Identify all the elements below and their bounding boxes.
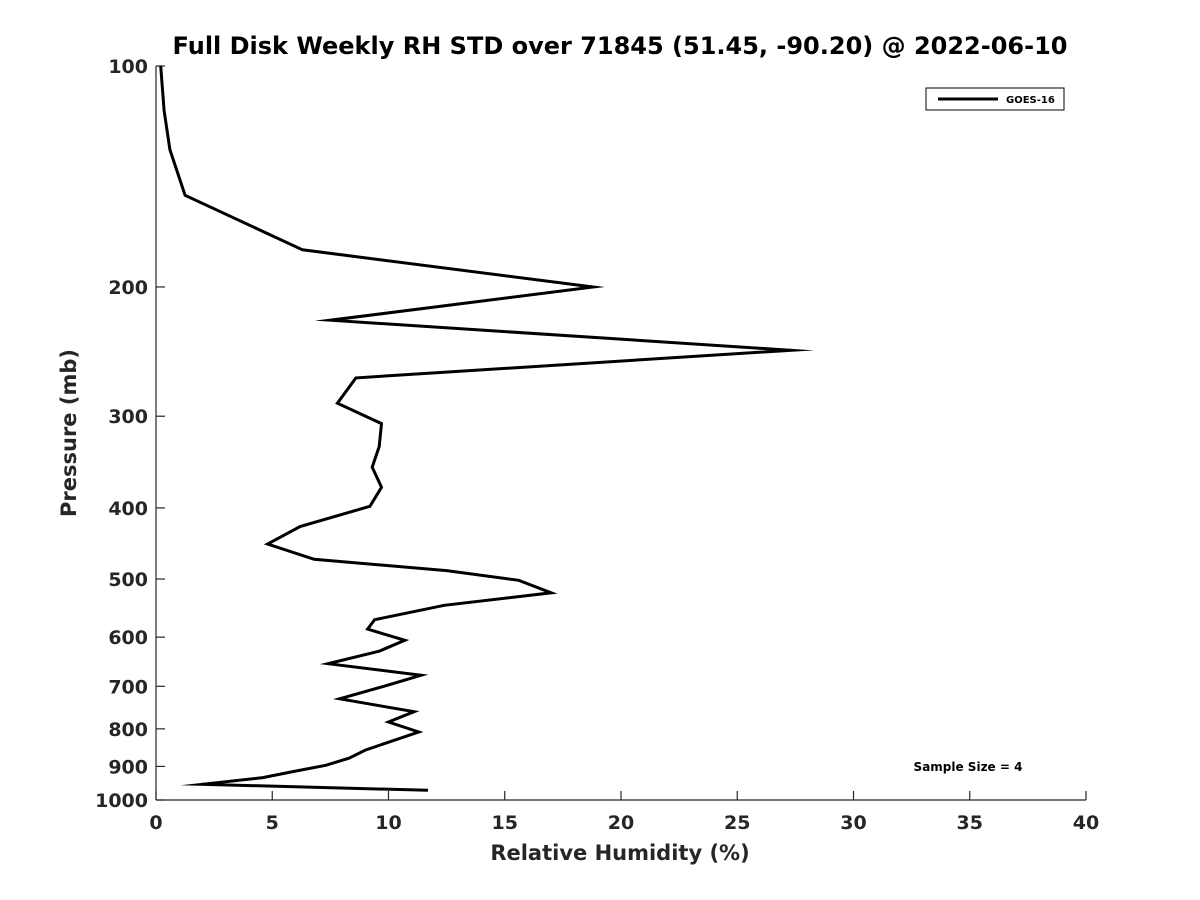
x-tick-label-30: 30 <box>840 812 866 834</box>
axes <box>155 66 1086 801</box>
x-tick-label-40: 40 <box>1073 812 1099 834</box>
x-tick-label-15: 15 <box>492 812 518 834</box>
ticks: 0 5 10 15 20 25 30 35 40 100 200 300 400 500 600 700 800… <box>95 56 1099 834</box>
legend-entry-goes-16: GOES-16 <box>1006 95 1055 106</box>
y-tick-label-200: 200 <box>108 277 148 299</box>
x-tick-label-20: 20 <box>608 812 634 834</box>
y-tick-label-800: 800 <box>108 719 148 741</box>
series-line-goes-16 <box>159 65 815 792</box>
y-tick-label-100: 100 <box>108 56 148 78</box>
y-tick-label-400: 400 <box>108 498 148 520</box>
sample-size-annotation: Sample Size = 4 <box>914 760 1023 774</box>
x-tick-label-35: 35 <box>957 812 983 834</box>
y-tick-label-1000: 1000 <box>95 790 148 812</box>
y-tick-label-700: 700 <box>108 676 148 698</box>
legend: GOES-16 <box>925 87 1065 111</box>
y-tick-label-500: 500 <box>108 569 148 591</box>
x-tick-label-0: 0 <box>149 812 162 834</box>
y-tick-label-600: 600 <box>108 627 148 649</box>
y-tick-label-300: 300 <box>108 406 148 428</box>
y-tick-label-900: 900 <box>108 756 148 778</box>
x-tick-label-25: 25 <box>724 812 750 834</box>
x-tick-label-10: 10 <box>375 812 401 834</box>
y-axis-label: Pressure (mb) <box>57 349 81 517</box>
chart-title: Full Disk Weekly RH STD over 71845 (51.4… <box>173 32 1068 60</box>
series-layer <box>159 65 815 792</box>
x-axis-label: Relative Humidity (%) <box>490 841 749 865</box>
x-tick-label-5: 5 <box>266 812 279 834</box>
